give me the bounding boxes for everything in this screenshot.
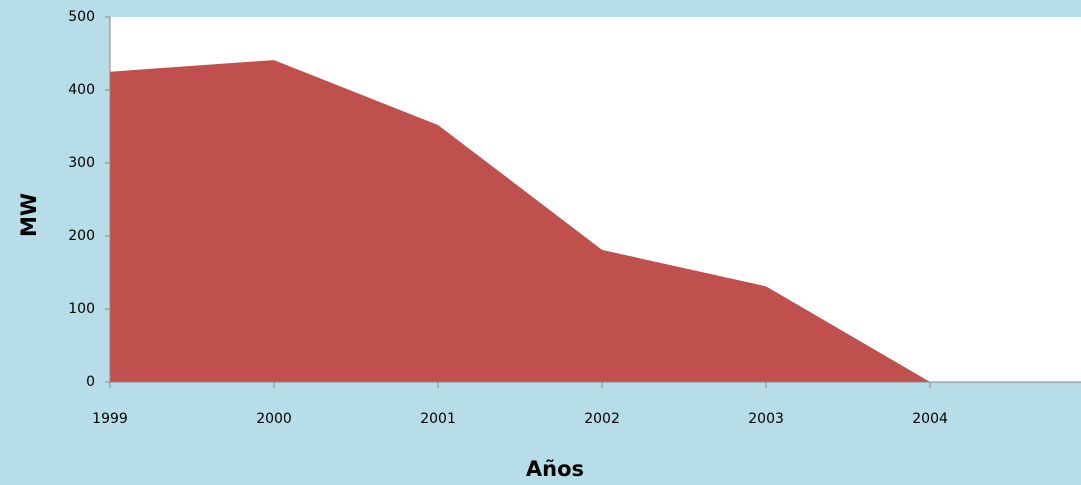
- y-axis-label: MW: [17, 193, 41, 237]
- y-tick-label: 200: [68, 228, 95, 244]
- y-tick-label: 400: [68, 82, 95, 98]
- x-axis-label: Años: [526, 457, 584, 481]
- y-tick-label: 500: [68, 9, 95, 25]
- y-tick-label: 100: [68, 301, 95, 317]
- x-tick-label: 2000: [256, 411, 292, 427]
- y-tick-label: 300: [68, 155, 95, 171]
- x-tick-label: 2004: [912, 411, 948, 427]
- x-tick-label: 2003: [748, 411, 784, 427]
- x-tick-label: 2002: [584, 411, 620, 427]
- x-tick-label: 2001: [420, 411, 456, 427]
- y-tick-label: 0: [86, 374, 95, 390]
- area: [110, 60, 931, 382]
- x-tick-label: 1999: [92, 411, 128, 427]
